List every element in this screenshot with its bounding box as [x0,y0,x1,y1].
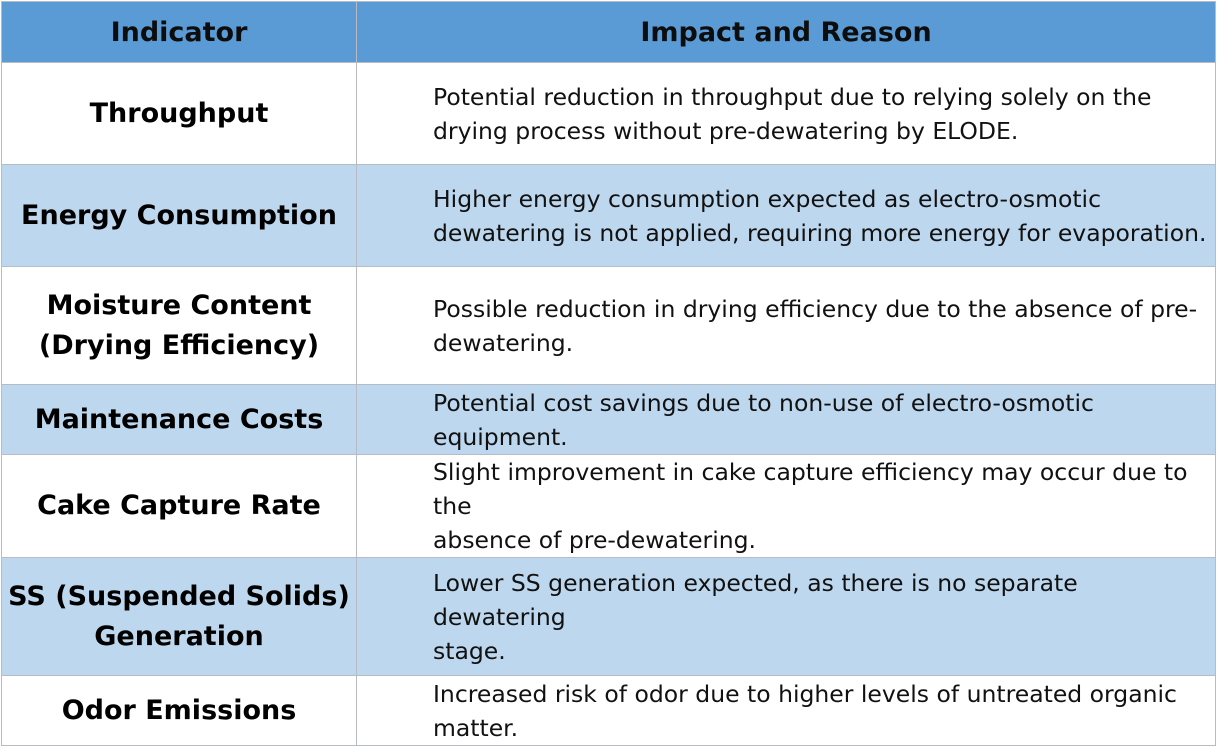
impact-line: Higher energy consumption expected as el… [433,184,1102,213]
indicator-line: Moisture Content [46,289,312,321]
impact-line: Potential reduction in throughput due to… [433,82,1152,111]
table-row: Odor Emissions Increased risk of odor du… [1,675,1216,746]
impact-line: drying process without pre-dewatering by… [433,116,1019,145]
impact-line: dewatering is not applied, requiring mor… [433,218,1207,247]
table-row: Maintenance Costs Potential cost savings… [1,384,1216,455]
indicator-line: (Drying Efficiency) [38,329,320,361]
indicator-line: Maintenance Costs [34,403,324,435]
table-row: SS (Suspended Solids) Generation Lower SS… [1,557,1216,676]
table-row: Throughput Potential reduction in throug… [1,62,1216,165]
indicator-line: SS (Suspended Solids) [8,580,350,612]
indicator-line: Generation [94,620,264,652]
impact-cell: Slight improvement in cake capture effic… [356,454,1216,558]
impact-line: Slight improvement in cake capture effic… [433,458,1188,520]
indicator-cell: Odor Emissions [1,675,357,746]
impact-cell: Potential reduction in throughput due to… [356,62,1216,165]
impact-cell: Higher energy consumption expected as el… [356,164,1216,267]
impact-cell: Possible reduction in drying efficiency … [356,266,1216,385]
indicator-line: Throughput [89,97,269,129]
table-row: Cake Capture Rate Slight improvement in … [1,454,1216,558]
impact-line: dewatering. [433,328,574,357]
impact-line: stage. [433,636,506,665]
impact-line: matter. [433,713,519,742]
impact-cell: Increased risk of odor due to higher lev… [356,675,1216,746]
impact-line: Potential cost savings due to non-use of… [433,388,1094,417]
indicator-line: Energy Consumption [21,199,337,231]
indicator-cell: Moisture Content (Drying Efficiency) [1,266,357,385]
indicator-line: Cake Capture Rate [37,490,321,521]
indicator-cell: Maintenance Costs [1,384,357,455]
table-row: Moisture Content (Drying Efficiency) Poss… [1,266,1216,385]
impact-line: Increased risk of odor due to higher lev… [433,679,1177,708]
indicator-cell: SS (Suspended Solids) Generation [1,557,357,676]
impact-line: equipment. [433,422,568,451]
header-impact-and-reason: Impact and Reason [356,1,1216,63]
impact-cell: Lower SS generation expected, as there i… [356,557,1216,676]
table-row: Energy Consumption Higher energy consump… [1,164,1216,267]
indicator-cell: Cake Capture Rate [1,454,357,558]
table-header-row: Indicator Impact and Reason [1,1,1216,63]
header-indicator: Indicator [1,1,357,63]
indicator-cell: Throughput [1,62,357,165]
impact-line: Possible reduction in drying efficiency … [433,294,1198,323]
indicator-line: Odor Emissions [61,694,297,726]
impact-cell: Potential cost savings due to non-use of… [356,384,1216,455]
impact-line: Lower SS generation expected, as there i… [433,568,1078,631]
indicator-cell: Energy Consumption [1,164,357,267]
impact-line: absence of pre-dewatering. [433,526,757,554]
